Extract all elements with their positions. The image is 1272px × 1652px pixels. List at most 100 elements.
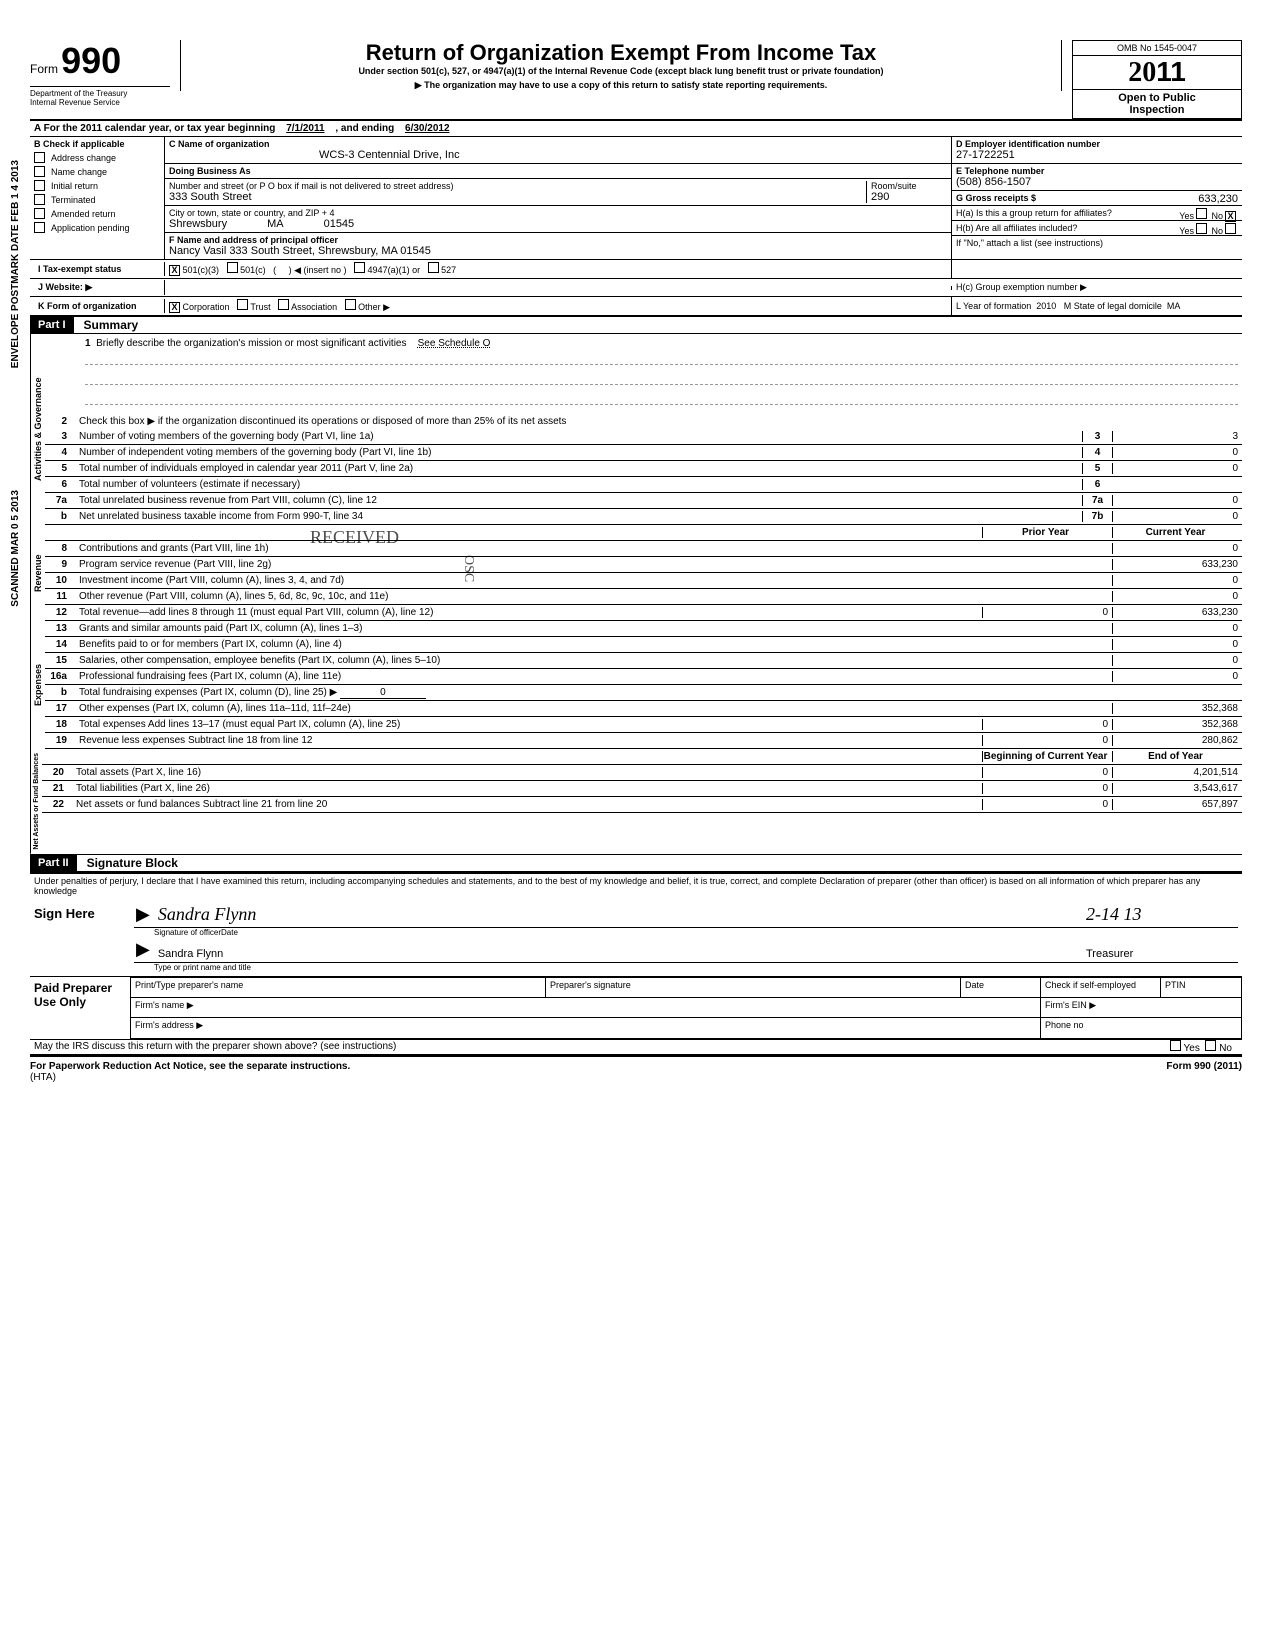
form-header: Form 990 Department of the Treasury Inte…: [30, 40, 1242, 119]
amended-checkbox[interactable]: [34, 208, 45, 219]
side-netassets: Net Assets or Fund Balances: [30, 749, 42, 854]
val-c15: 0: [1112, 655, 1242, 666]
dept-treasury: Department of the Treasury: [30, 86, 170, 98]
val-16b: 0: [340, 687, 426, 699]
curr-year-hdr: Current Year: [1112, 527, 1242, 538]
org-name: WCS-3 Centennial Drive, Inc: [319, 149, 460, 161]
4947-checkbox[interactable]: [354, 262, 365, 273]
501c3-checkbox[interactable]: X: [169, 265, 180, 276]
val-7b: 0: [1112, 511, 1242, 522]
val-p12: 0: [982, 607, 1112, 618]
zip: 01545: [324, 218, 355, 230]
initial-return-checkbox[interactable]: [34, 180, 45, 191]
row-k-label: K Form of organization: [30, 299, 165, 313]
val-b21: 0: [982, 783, 1112, 794]
val-c18: 352,368: [1112, 719, 1242, 730]
form-subtitle: Under section 501(c), 527, or 4947(a)(1)…: [189, 66, 1053, 76]
form-note: ▶ The organization may have to use a cop…: [189, 80, 1053, 91]
trust-checkbox[interactable]: [237, 299, 248, 310]
val-c12: 633,230: [1112, 607, 1242, 618]
form-title: Return of Organization Exempt From Incom…: [189, 40, 1053, 66]
val-c10: 0: [1112, 575, 1242, 586]
val-c8: 0: [1112, 543, 1242, 554]
val-c11: 0: [1112, 591, 1242, 602]
val-e22: 657,897: [1112, 799, 1242, 810]
row-j-label: J Website: ▶: [30, 280, 165, 295]
val-e20: 4,201,514: [1112, 767, 1242, 778]
ha-no-checkbox[interactable]: X: [1225, 211, 1236, 222]
irs-discuss-question: May the IRS discuss this return with the…: [30, 1040, 1170, 1053]
row-i-label: I Tax-exempt status: [30, 262, 165, 276]
irs-yes-checkbox[interactable]: [1170, 1040, 1181, 1051]
val-c14: 0: [1112, 639, 1242, 650]
val-5: 0: [1112, 463, 1242, 474]
val-3: 3: [1112, 431, 1242, 442]
app-pending-checkbox[interactable]: [34, 222, 45, 233]
val-4: 0: [1112, 447, 1242, 458]
end-year-hdr: End of Year: [1112, 751, 1242, 762]
part-1-title: Summary: [84, 318, 139, 332]
begin-year-hdr: Beginning of Current Year: [982, 751, 1112, 762]
val-p19: 0: [982, 735, 1112, 746]
city: Shrewsbury: [169, 218, 227, 230]
telephone: (508) 856-1507: [956, 176, 1031, 188]
sign-here-label: Sign Here: [30, 898, 130, 976]
side-revenue: Revenue: [30, 525, 45, 621]
paid-preparer-label: Paid Preparer Use Only: [30, 977, 130, 1039]
prior-year-hdr: Prior Year: [982, 527, 1112, 538]
tax-year: 20201111: [1072, 56, 1242, 90]
footer-right: Form 990 (2011): [1166, 1061, 1242, 1083]
corp-checkbox[interactable]: X: [169, 302, 180, 313]
open-public-1: Open to Public: [1075, 92, 1239, 104]
ha-yes-checkbox[interactable]: [1196, 208, 1207, 219]
val-c17: 352,368: [1112, 703, 1242, 714]
hb-yes-checkbox[interactable]: [1196, 223, 1207, 234]
year-formation: 2010: [1036, 301, 1056, 311]
part-1-header: Part I: [30, 317, 74, 333]
part-2-header: Part II: [30, 855, 77, 871]
val-b22: 0: [982, 799, 1112, 810]
column-b: B Check if applicable Address change Nam…: [30, 137, 165, 259]
mission-value: See Schedule O: [418, 338, 491, 349]
declaration-text: Under penalties of perjury, I declare th…: [30, 872, 1242, 898]
principal-officer: Nancy Vasil 333 South Street, Shrewsbury…: [169, 245, 431, 257]
val-c13: 0: [1112, 623, 1242, 634]
dept-irs: Internal Revenue Service: [30, 98, 170, 107]
state-domicile: MA: [1167, 301, 1181, 311]
side-expenses: Expenses: [30, 621, 45, 749]
room-suite: 290: [871, 191, 889, 203]
addr-change-checkbox[interactable]: [34, 152, 45, 163]
527-checkbox[interactable]: [428, 262, 439, 273]
name-change-checkbox[interactable]: [34, 166, 45, 177]
irs-no-checkbox[interactable]: [1205, 1040, 1216, 1051]
assoc-checkbox[interactable]: [278, 299, 289, 310]
scanned-stamp: SCANNED MAR 0 5 2013: [10, 490, 21, 607]
officer-title: Treasurer: [1086, 948, 1236, 960]
line-a: A For the 2011 calendar year, or tax yea…: [30, 119, 1242, 137]
part-2-title: Signature Block: [87, 856, 178, 870]
hb-no-checkbox[interactable]: [1225, 223, 1236, 234]
column-c: C Name of organization WCS-3 Centennial …: [165, 137, 952, 259]
val-c19: 280,862: [1112, 735, 1242, 746]
other-checkbox[interactable]: [345, 299, 356, 310]
form-word: Form: [30, 62, 58, 76]
column-d: D Employer identification number 27-1722…: [952, 137, 1242, 259]
omb-number: OMB No 1545-0047: [1072, 40, 1242, 56]
form-number: 990: [61, 40, 121, 81]
val-7a: 0: [1112, 495, 1242, 506]
footer-left: For Paperwork Reduction Act Notice, see …: [30, 1061, 350, 1072]
val-c16a: 0: [1112, 671, 1242, 682]
side-governance: Activities & Governance: [30, 334, 45, 525]
gross-receipts: 633,230: [1198, 193, 1238, 205]
501c-checkbox[interactable]: [227, 262, 238, 273]
state: MA: [267, 218, 284, 230]
footer-hta: (HTA): [30, 1072, 56, 1083]
ein: 27-1722251: [956, 149, 1015, 161]
open-public-2: Inspection: [1075, 104, 1239, 116]
officer-signature: Sandra Flynn: [158, 904, 1086, 925]
val-p18: 0: [982, 719, 1112, 730]
val-c9: 633,230: [1112, 559, 1242, 570]
terminated-checkbox[interactable]: [34, 194, 45, 205]
tax-year-end: 6/30/2012: [405, 123, 450, 134]
val-b20: 0: [982, 767, 1112, 778]
